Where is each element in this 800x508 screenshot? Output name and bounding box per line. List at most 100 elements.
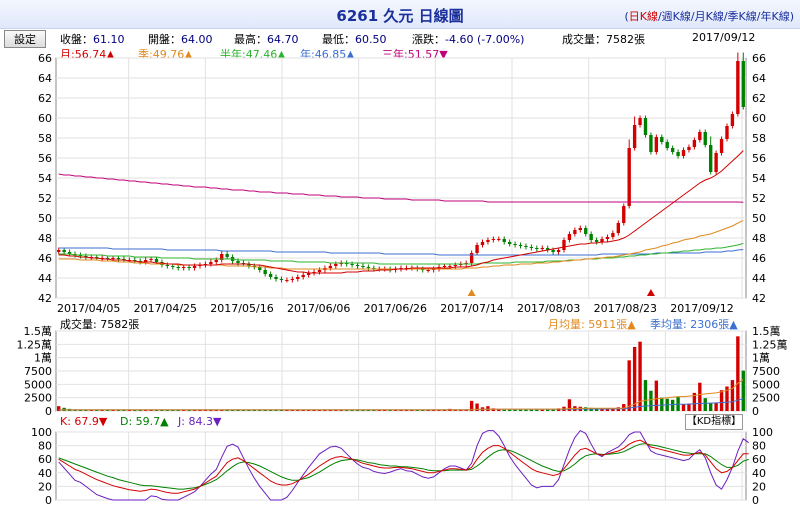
x-tick-label: 2017/08/03	[517, 302, 580, 315]
volume-bar	[540, 409, 544, 411]
candle-body	[268, 274, 273, 277]
volume-bar	[518, 409, 523, 411]
volume-bar	[622, 404, 626, 411]
volume-bar	[274, 409, 278, 411]
kd-j-line	[58, 429, 749, 501]
price-tick-left: 48	[38, 232, 52, 245]
price-tick-left: 56	[38, 152, 52, 165]
kd-d-line	[58, 443, 749, 490]
candle-body	[507, 242, 512, 244]
volume-bar	[687, 403, 691, 411]
volume-bar	[377, 409, 381, 411]
volume-bar	[670, 399, 675, 411]
volume-bar	[703, 398, 707, 411]
candle-body	[469, 253, 474, 263]
candle-body	[660, 137, 664, 142]
price-tick-left: 44	[38, 272, 52, 285]
candle-body	[453, 265, 458, 266]
candle-body	[573, 230, 577, 234]
period-quarterly[interactable]: 季K線	[727, 10, 757, 23]
settings-button[interactable]: 設定	[4, 30, 46, 48]
volume-bar	[334, 409, 338, 411]
volume-tick-left: 1.25萬	[17, 338, 53, 351]
volume-quarter-avg-label: 季均量: 2306張▲	[650, 318, 738, 331]
period-weekly[interactable]: 週K線	[661, 10, 691, 23]
x-tick-label: 2017/04/05	[57, 302, 120, 315]
volume-tick-left: 1萬	[34, 352, 52, 365]
volume-bar	[681, 404, 686, 411]
volume-tick-left: 1.5萬	[24, 325, 53, 338]
ma-halfyear-line	[58, 242, 744, 265]
kd-tick-left: 80	[38, 440, 52, 453]
candle-body	[562, 240, 566, 250]
candle-body	[442, 266, 447, 267]
candle-body	[605, 237, 610, 239]
volume-bar	[176, 409, 180, 411]
kd-k-label: K: 67.9▼	[60, 415, 108, 428]
volume-bar	[475, 403, 479, 411]
price-tick-left: 58	[38, 132, 52, 145]
volume-bar	[709, 403, 713, 411]
price-tick-left: 46	[38, 252, 52, 265]
volume-tick-right: 5000	[752, 378, 780, 391]
volume-bar	[181, 409, 186, 411]
volume-bar	[192, 409, 197, 411]
kd-tick-right: 40	[752, 467, 766, 480]
price-tick-right: 58	[752, 132, 766, 145]
period-monthly[interactable]: 月K線	[694, 10, 724, 23]
candle-body	[681, 150, 686, 156]
volume-bar	[133, 410, 137, 412]
candle-body	[714, 153, 718, 172]
candle-body	[361, 266, 365, 267]
quote-volume: 成交量：7582張	[562, 33, 645, 46]
quote-date: 2017/09/12	[692, 31, 756, 44]
candle-body	[214, 260, 218, 262]
volume-bar	[421, 409, 425, 411]
volume-bar	[306, 409, 311, 411]
period-daily[interactable]: 日K線	[628, 10, 658, 23]
candle-body	[692, 140, 697, 147]
volume-bar	[513, 409, 517, 411]
ma-month-line	[58, 150, 744, 274]
volume-bar	[605, 408, 610, 411]
candle-body	[220, 254, 224, 260]
candle-body	[741, 61, 745, 107]
volume-bar	[600, 408, 604, 411]
period-yearly[interactable]: 年K線	[760, 10, 790, 23]
volume-tick-right: 1.25萬	[752, 338, 788, 351]
volume-bar	[567, 399, 572, 411]
volume-bar	[296, 409, 300, 411]
x-tick-label: 2017/04/25	[134, 302, 197, 315]
price-tick-right: 64	[752, 72, 766, 85]
volume-bar	[415, 409, 419, 411]
kd-indicator-button[interactable]: 【KD指標】	[685, 414, 743, 430]
kd-tick-left: 100	[31, 426, 52, 439]
candle-body	[355, 265, 360, 266]
volume-bar	[149, 409, 153, 411]
candle-body	[502, 239, 506, 242]
kd-tick-right: 0	[752, 494, 759, 507]
volume-bar	[469, 400, 474, 411]
candle-body	[665, 142, 669, 148]
volume-bar	[105, 409, 110, 411]
volume-bar	[497, 409, 501, 411]
x-tick-label: 2017/09/12	[670, 302, 733, 315]
candle-body	[649, 135, 653, 152]
candle-body	[524, 246, 528, 247]
volume-bar	[730, 380, 735, 411]
candle-body	[258, 267, 262, 270]
volume-bar	[350, 409, 354, 411]
quote-open: 開盤：64.00	[148, 33, 213, 46]
volume-bar	[138, 410, 142, 412]
volume-bar	[127, 410, 132, 412]
candle-body	[67, 252, 72, 254]
volume-bar	[399, 409, 403, 411]
candle-body	[725, 126, 729, 139]
candle-body	[165, 265, 170, 266]
volume-bar	[312, 409, 316, 411]
volume-tick-left: 2500	[24, 392, 52, 405]
candle-body	[638, 118, 642, 125]
volume-bar	[187, 410, 191, 412]
page-title: 6261 久元 日線圖	[336, 7, 464, 25]
